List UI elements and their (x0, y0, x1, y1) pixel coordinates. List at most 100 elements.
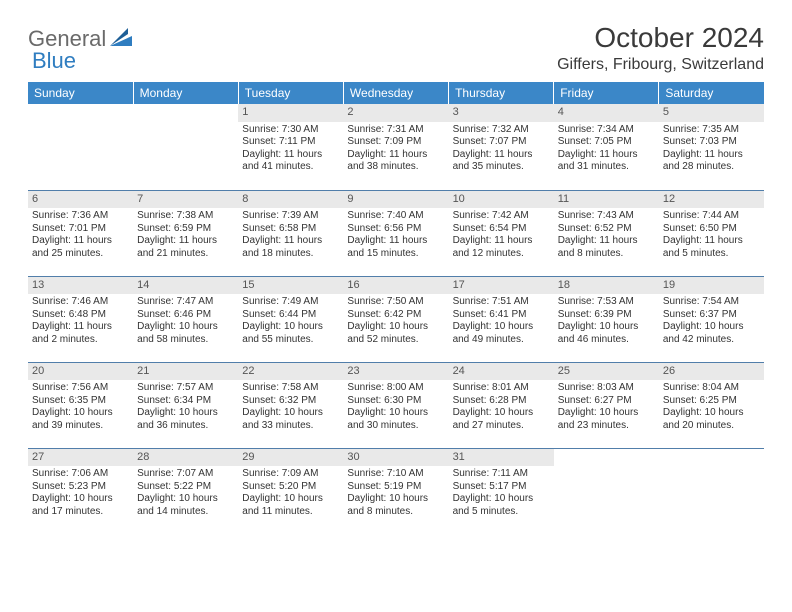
calendar-day-cell: 7Sunrise: 7:38 AMSunset: 6:59 PMDaylight… (133, 190, 238, 276)
sunset-line: Sunset: 6:28 PM (453, 395, 550, 408)
calendar-day-cell (133, 104, 238, 190)
calendar-day-cell: 16Sunrise: 7:50 AMSunset: 6:42 PMDayligh… (343, 276, 448, 362)
sunset-line: Sunset: 6:37 PM (663, 309, 760, 322)
day-number: 3 (449, 104, 554, 122)
sunset-line: Sunset: 6:52 PM (558, 223, 655, 236)
calendar-week-row: 1Sunrise: 7:30 AMSunset: 7:11 PMDaylight… (28, 104, 764, 190)
calendar-day-cell: 18Sunrise: 7:53 AMSunset: 6:39 PMDayligh… (554, 276, 659, 362)
day-number: 14 (133, 277, 238, 295)
calendar-day-cell: 25Sunrise: 8:03 AMSunset: 6:27 PMDayligh… (554, 362, 659, 448)
day-number: 5 (659, 104, 764, 122)
day-number: 27 (28, 449, 133, 467)
calendar-day-cell: 10Sunrise: 7:42 AMSunset: 6:54 PMDayligh… (449, 190, 554, 276)
daylight-line: Daylight: 10 hours and 30 minutes. (347, 407, 444, 432)
sunset-line: Sunset: 6:44 PM (242, 309, 339, 322)
daylight-line: Daylight: 10 hours and 20 minutes. (663, 407, 760, 432)
daylight-line: Daylight: 11 hours and 18 minutes. (242, 235, 339, 260)
daylight-line: Daylight: 10 hours and 39 minutes. (32, 407, 129, 432)
calendar-body: 1Sunrise: 7:30 AMSunset: 7:11 PMDaylight… (28, 104, 764, 534)
daylight-line: Daylight: 11 hours and 25 minutes. (32, 235, 129, 260)
daylight-line: Daylight: 10 hours and 23 minutes. (558, 407, 655, 432)
sunrise-line: Sunrise: 7:35 AM (663, 124, 760, 137)
sunrise-line: Sunrise: 7:09 AM (242, 468, 339, 481)
day-number: 2 (343, 104, 448, 122)
sunrise-line: Sunrise: 7:11 AM (453, 468, 550, 481)
sunrise-line: Sunrise: 7:43 AM (558, 210, 655, 223)
sunset-line: Sunset: 7:03 PM (663, 136, 760, 149)
calendar-day-cell (554, 448, 659, 534)
daylight-line: Daylight: 10 hours and 14 minutes. (137, 493, 234, 518)
sunset-line: Sunset: 6:56 PM (347, 223, 444, 236)
sunset-line: Sunset: 6:42 PM (347, 309, 444, 322)
calendar-day-cell: 3Sunrise: 7:32 AMSunset: 7:07 PMDaylight… (449, 104, 554, 190)
sunrise-line: Sunrise: 8:00 AM (347, 382, 444, 395)
sunrise-line: Sunrise: 7:06 AM (32, 468, 129, 481)
sunrise-line: Sunrise: 7:32 AM (453, 124, 550, 137)
daylight-line: Daylight: 10 hours and 46 minutes. (558, 321, 655, 346)
sunset-line: Sunset: 6:34 PM (137, 395, 234, 408)
calendar-day-cell: 19Sunrise: 7:54 AMSunset: 6:37 PMDayligh… (659, 276, 764, 362)
day-number: 25 (554, 363, 659, 381)
day-number: 22 (238, 363, 343, 381)
weekday-header: Friday (554, 82, 659, 104)
sunrise-line: Sunrise: 7:44 AM (663, 210, 760, 223)
sunrise-line: Sunrise: 8:04 AM (663, 382, 760, 395)
header: General October 2024 Giffers, Fribourg, … (28, 22, 764, 74)
sunset-line: Sunset: 6:35 PM (32, 395, 129, 408)
day-number: 12 (659, 191, 764, 209)
sunrise-line: Sunrise: 7:34 AM (558, 124, 655, 137)
weekday-header: Wednesday (343, 82, 448, 104)
day-number-empty (28, 104, 133, 122)
sunrise-line: Sunrise: 7:57 AM (137, 382, 234, 395)
sunset-line: Sunset: 6:48 PM (32, 309, 129, 322)
daylight-line: Daylight: 11 hours and 8 minutes. (558, 235, 655, 260)
calendar-day-cell: 5Sunrise: 7:35 AMSunset: 7:03 PMDaylight… (659, 104, 764, 190)
calendar-day-cell: 12Sunrise: 7:44 AMSunset: 6:50 PMDayligh… (659, 190, 764, 276)
day-number: 7 (133, 191, 238, 209)
day-number: 21 (133, 363, 238, 381)
sunrise-line: Sunrise: 7:49 AM (242, 296, 339, 309)
sunrise-line: Sunrise: 7:31 AM (347, 124, 444, 137)
daylight-line: Daylight: 11 hours and 41 minutes. (242, 149, 339, 174)
daylight-line: Daylight: 10 hours and 58 minutes. (137, 321, 234, 346)
weekday-header: Sunday (28, 82, 133, 104)
month-title: October 2024 (557, 22, 764, 54)
day-number: 9 (343, 191, 448, 209)
daylight-line: Daylight: 11 hours and 12 minutes. (453, 235, 550, 260)
calendar-week-row: 27Sunrise: 7:06 AMSunset: 5:23 PM Dayligh… (28, 448, 764, 534)
daylight-line: Daylight: 11 hours and 21 minutes. (137, 235, 234, 260)
brand-mark-icon (110, 28, 132, 51)
sunrise-line: Sunrise: 7:51 AM (453, 296, 550, 309)
calendar-week-row: 13Sunrise: 7:46 AMSunset: 6:48 PMDayligh… (28, 276, 764, 362)
day-number: 8 (238, 191, 343, 209)
sunset-line: Sunset: 6:25 PM (663, 395, 760, 408)
sunset-line: Sunset: 5:19 PM (347, 481, 444, 494)
calendar-week-row: 20Sunrise: 7:56 AMSunset: 6:35 PMDayligh… (28, 362, 764, 448)
calendar-day-cell (659, 448, 764, 534)
sunset-line: Sunset: 6:32 PM (242, 395, 339, 408)
sunset-line: Sunset: 6:50 PM (663, 223, 760, 236)
day-number: 1 (238, 104, 343, 122)
calendar-day-cell: 14Sunrise: 7:47 AMSunset: 6:46 PMDayligh… (133, 276, 238, 362)
sunset-line: Sunset: 5:23 PM (32, 481, 129, 494)
calendar-day-cell (28, 104, 133, 190)
day-number: 13 (28, 277, 133, 295)
sunrise-line: Sunrise: 8:01 AM (453, 382, 550, 395)
calendar-day-cell: 20Sunrise: 7:56 AMSunset: 6:35 PMDayligh… (28, 362, 133, 448)
day-number: 24 (449, 363, 554, 381)
day-number: 30 (343, 449, 448, 467)
day-number: 4 (554, 104, 659, 122)
weekday-header: Saturday (659, 82, 764, 104)
daylight-line: Daylight: 11 hours and 31 minutes. (558, 149, 655, 174)
calendar-table: SundayMondayTuesdayWednesdayThursdayFrid… (28, 82, 764, 534)
calendar-day-cell: 27Sunrise: 7:06 AMSunset: 5:23 PMDayligh… (28, 448, 133, 534)
daylight-line: Daylight: 10 hours and 52 minutes. (347, 321, 444, 346)
brand-blue: Blue (32, 48, 76, 74)
sunrise-line: Sunrise: 7:07 AM (137, 468, 234, 481)
day-number-empty (133, 104, 238, 122)
day-number: 18 (554, 277, 659, 295)
sunset-line: Sunset: 7:09 PM (347, 136, 444, 149)
calendar-day-cell: 2Sunrise: 7:31 AMSunset: 7:09 PMDaylight… (343, 104, 448, 190)
daylight-line: Daylight: 10 hours and 33 minutes. (242, 407, 339, 432)
sunset-line: Sunset: 6:59 PM (137, 223, 234, 236)
